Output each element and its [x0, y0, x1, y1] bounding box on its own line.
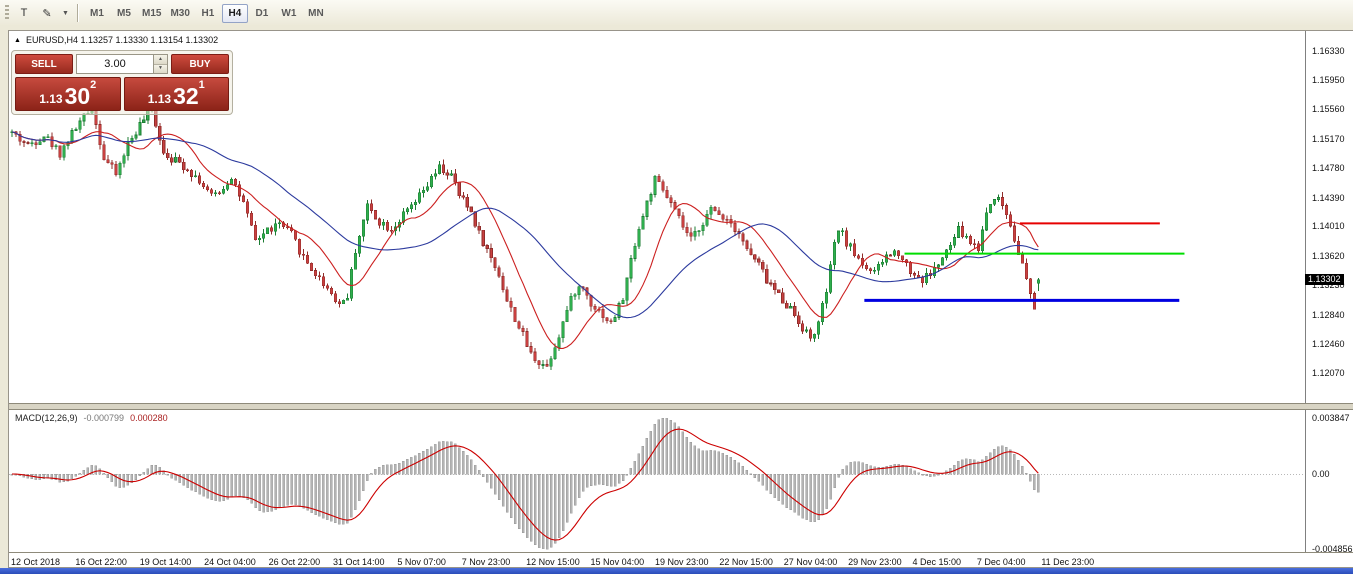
buy-price-prefix: 1.13 [147, 92, 172, 106]
buy-price-main: 32 [173, 83, 199, 109]
symbol-ohlc-text: EURUSD,H4 1.13257 1.13330 1.13154 1.1330… [25, 35, 219, 45]
toolbar-separator [77, 4, 79, 22]
macd-name: MACD(12,26,9) [15, 413, 78, 423]
macd-axis-label: -0.004856 [1312, 544, 1353, 554]
time-axis-label: 19 Oct 14:00 [139, 557, 192, 567]
time-axis-label: 31 Oct 14:00 [332, 557, 385, 567]
sell-price-button[interactable]: 1.13 30 2 [15, 77, 121, 111]
time-axis-label: 4 Dec 15:00 [912, 557, 962, 567]
time-axis-label: 11 Dec 23:00 [1041, 557, 1095, 567]
trade-panel-top-row: SELL 3.00 ▲ ▼ BUY [15, 54, 229, 74]
macd-histogram [10, 417, 1040, 550]
current-price-tag: 1.13302 [1305, 273, 1344, 285]
symbol-ohlc-line: ▲ EURUSD,H4 1.13257 1.13330 1.13154 1.13… [14, 35, 218, 45]
sell-price-pip: 2 [90, 79, 97, 91]
volume-down-icon[interactable]: ▼ [154, 64, 167, 73]
timeframe-button-mn[interactable]: MN [303, 4, 329, 23]
candle-series [10, 103, 1040, 370]
volume-stepper: ▲ ▼ [153, 55, 167, 73]
volume-value[interactable]: 3.00 [104, 58, 126, 70]
price-axis-label: 1.12840 [1312, 309, 1345, 320]
volume-up-icon[interactable]: ▲ [154, 55, 167, 65]
pane-divider[interactable] [9, 403, 1353, 410]
macd-signal-value: 0.000280 [130, 413, 168, 423]
ma-fast-line [11, 131, 1039, 349]
time-axis-label: 12 Nov 15:00 [526, 557, 580, 567]
toolbar-grip[interactable] [5, 5, 9, 21]
price-axis-label: 1.13230 [1312, 280, 1345, 291]
time-axis-label: 15 Nov 04:00 [590, 557, 645, 567]
timeframe-button-m1[interactable]: M1 [84, 4, 110, 23]
macd-main-value: -0.000799 [83, 413, 125, 423]
time-axis-label: 29 Nov 23:00 [848, 557, 902, 567]
time-axis-label: 7 Dec 04:00 [976, 557, 1026, 567]
volume-field[interactable]: 3.00 ▲ ▼ [76, 54, 168, 74]
macd-chart-canvas[interactable] [9, 410, 1353, 552]
time-axis-label: 5 Nov 07:00 [397, 557, 446, 567]
timeframe-button-m30[interactable]: M30 [166, 4, 193, 23]
price-axis-label: 1.15950 [1312, 74, 1345, 85]
chart-window: ▲ EURUSD,H4 1.13257 1.13330 1.13154 1.13… [8, 30, 1353, 568]
timeframe-button-h1[interactable]: H1 [195, 4, 221, 23]
timeframe-button-h4[interactable]: H4 [221, 3, 248, 23]
chevron-down-icon[interactable]: ▼ [59, 3, 72, 23]
buy-price-button[interactable]: 1.13 32 1 [123, 77, 229, 111]
price-axis-label: 1.14390 [1312, 192, 1345, 203]
time-axis[interactable]: 12 Oct 2018 16 Oct 22:00 19 Oct 14:00 24 Oc… [9, 552, 1353, 567]
price-axis-label: 1.16330 [1312, 46, 1345, 56]
macd-label: MACD(12,26,9) -0.000799 0.000280 [15, 413, 168, 423]
panel-toggle-icon[interactable]: ▲ [14, 36, 21, 44]
price-axis-label: 1.14780 [1312, 163, 1345, 174]
sell-price-main: 30 [64, 83, 91, 109]
sell-price-prefix: 1.13 [39, 92, 63, 106]
time-axis-label: 19 Nov 23:00 [654, 557, 709, 567]
time-axis-label: 26 Oct 22:00 [268, 557, 321, 567]
price-pane: ▲ EURUSD,H4 1.13257 1.13330 1.13154 1.13… [9, 31, 1353, 403]
chart-workspace: ▲ EURUSD,H4 1.13257 1.13330 1.13154 1.13… [0, 26, 1353, 568]
timeframe-button-w1[interactable]: W1 [276, 4, 302, 23]
timeframe-button-m15[interactable]: M15 [138, 4, 165, 23]
time-axis-label: 12 Oct 2018 [11, 557, 61, 567]
macd-axis-label: 0.003847 [1312, 413, 1350, 423]
price-axis-label: 1.12070 [1312, 368, 1345, 378]
price-axis-label: 1.12460 [1312, 338, 1345, 349]
time-axis-label: 27 Nov 04:00 [783, 557, 838, 567]
price-axis-label: 1.14010 [1312, 221, 1345, 232]
macd-signal-line [11, 428, 1039, 541]
ma-slow-line [11, 131, 1039, 319]
timeframe-button-d1[interactable]: D1 [249, 4, 275, 23]
time-axis-label: 16 Oct 22:00 [75, 557, 127, 567]
time-axis-label: 24 Oct 04:00 [204, 557, 256, 567]
macd-pane: MACD(12,26,9) -0.000799 0.000280 0.00384… [9, 410, 1353, 554]
trade-panel-price-row: 1.13 30 2 1.13 32 1 [15, 77, 229, 111]
level-lines [864, 222, 1185, 302]
price-axis-label: 1.13620 [1312, 250, 1345, 261]
macd-axis-label: 0.00 [1312, 469, 1330, 479]
price-axis-label: 1.15560 [1312, 104, 1345, 115]
time-axis-label: 7 Nov 23:00 [461, 557, 511, 567]
draw-tool-icon[interactable]: ✎ [36, 3, 58, 23]
time-axis-label: 22 Nov 15:00 [719, 557, 773, 567]
window-bottom-border [0, 568, 1353, 574]
timeframe-button-m5[interactable]: M5 [111, 4, 137, 23]
price-chart-canvas[interactable] [9, 31, 1353, 403]
price-axis-label: 1.15170 [1312, 133, 1345, 144]
one-click-trading-panel: SELL 3.00 ▲ ▼ BUY 1.13 30 2 [11, 50, 233, 115]
text-tool-icon[interactable]: T [13, 3, 35, 23]
sell-button[interactable]: SELL [15, 54, 73, 74]
toolbar: T ✎ ▼ M1 M5 M15 M30 H1 H4 D1 W1 MN [0, 0, 1353, 27]
buy-price-pip: 1 [198, 79, 205, 91]
buy-button[interactable]: BUY [171, 54, 229, 74]
